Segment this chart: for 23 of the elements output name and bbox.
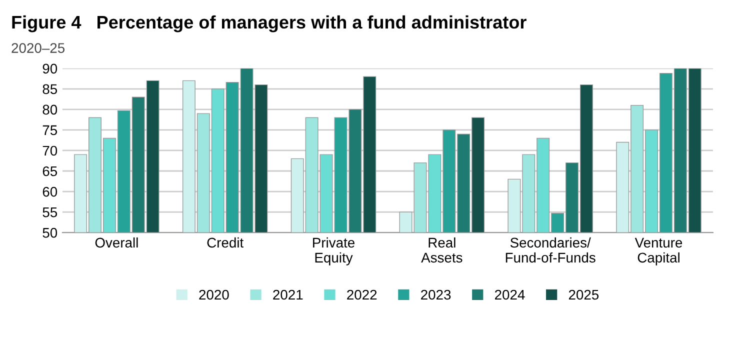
chart-title: Figure 4 Percentage of managers with a fund administrator xyxy=(12,15,526,32)
x-tick-label: Secondaries/ Fund-of-Funds xyxy=(506,237,596,263)
y-tick-label: 80 xyxy=(42,104,58,115)
x-tick-label: Real Assets xyxy=(421,237,462,263)
x-tick-label: Venture Capital xyxy=(634,238,682,266)
y-tick-label: 65 xyxy=(42,166,58,176)
legend-label: 2025 xyxy=(568,290,599,300)
y-tick-label: 55 xyxy=(42,208,58,218)
y-tick-label: 90 xyxy=(42,64,58,74)
y-tick-label: 85 xyxy=(42,84,58,94)
legend-label: 2023 xyxy=(421,290,451,300)
legend-label: 2022 xyxy=(347,290,377,300)
y-tick-label: 70 xyxy=(42,146,58,156)
y-tick-label: 75 xyxy=(42,125,58,136)
x-tick-label: Private Equity xyxy=(313,237,355,266)
legend-label: 2024 xyxy=(495,290,525,300)
y-tick-label: 50 xyxy=(42,228,58,238)
chart-subtitle: 2020–25 xyxy=(12,43,65,53)
legend-label: 2021 xyxy=(273,290,303,300)
y-tick-label: 60 xyxy=(42,186,58,197)
x-tick-label: Credit xyxy=(207,237,244,248)
x-tick-label: Overall xyxy=(95,237,138,248)
legend-label: 2020 xyxy=(199,290,229,300)
